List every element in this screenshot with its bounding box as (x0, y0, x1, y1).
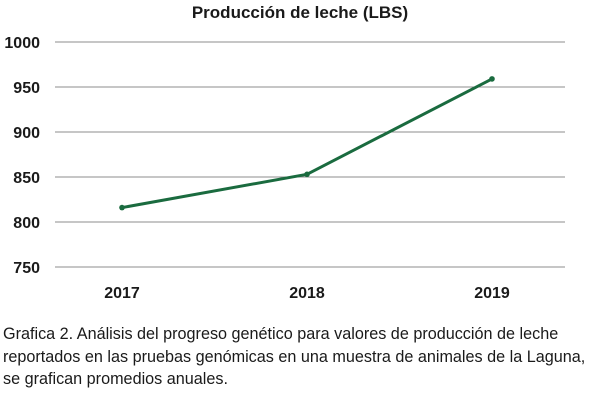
series-line (120, 77, 494, 210)
x-tick-label: 2017 (104, 285, 140, 302)
y-tick-label: 900 (13, 125, 40, 142)
series-layer (119, 76, 495, 211)
y-tick-label: 850 (13, 170, 40, 187)
data-point-2018 (304, 171, 310, 178)
y-tick-label: 750 (13, 260, 40, 277)
x-axis-tick-labels: 2017 2018 2019 (104, 285, 510, 302)
x-tick-label: 2018 (289, 285, 325, 302)
y-tick-label: 800 (13, 215, 40, 232)
y-tick-label: 1000 (4, 35, 40, 52)
chart-title: Producción de leche (LBS) (192, 3, 408, 22)
y-axis-tick-labels: 750 800 850 900 950 1000 (4, 35, 40, 277)
y-tick-label: 950 (13, 80, 40, 97)
data-point-2019 (489, 76, 495, 82)
line-chart: Producción de leche (LBS) 750 800 850 900 95… (4, 3, 565, 302)
data-point-2017 (119, 204, 125, 211)
x-tick-label: 2019 (474, 285, 510, 302)
gridlines (55, 41, 565, 268)
figure-caption: Grafica 2. Análisis del progreso genétic… (3, 325, 586, 388)
